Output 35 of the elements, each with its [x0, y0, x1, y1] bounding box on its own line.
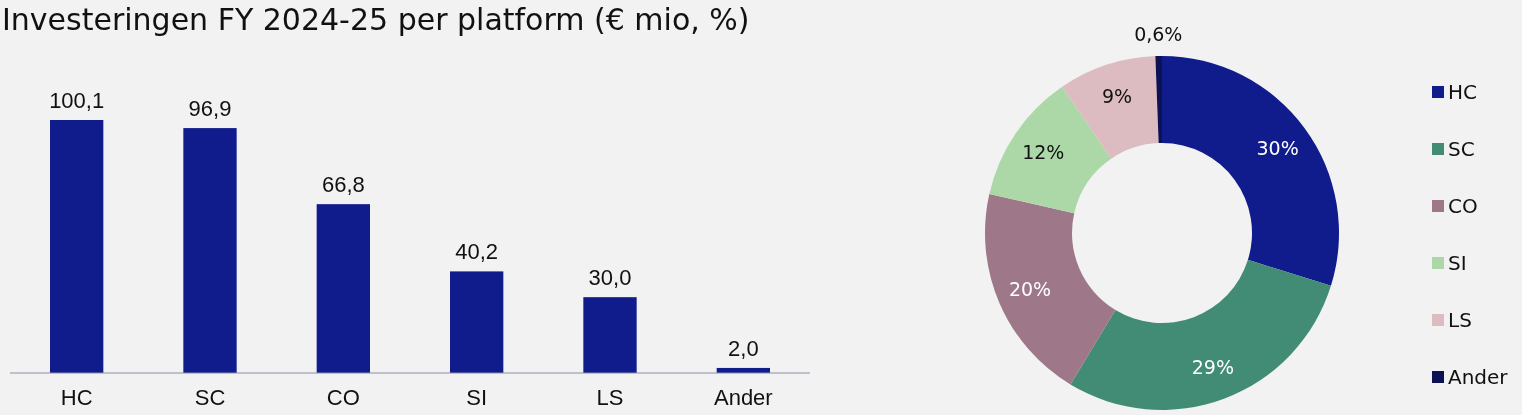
data-label: 30,0 [588, 265, 632, 291]
bar [583, 297, 637, 373]
data-label: 9% [1101, 85, 1133, 108]
donut-slice [1062, 56, 1159, 159]
data-label: 30% [1256, 136, 1299, 159]
donut-slice [1162, 56, 1339, 286]
data-label: 2,0 [728, 335, 759, 361]
legend-label: HC [1448, 80, 1478, 104]
bar [183, 128, 237, 373]
chart-title: Investeringen FY 2024-25 per platform (€ mio, %) [2, 2, 750, 37]
x-tick-label: CO [326, 385, 360, 410]
data-label: 29% [1191, 355, 1234, 378]
data-label: 0,6% [1134, 22, 1183, 45]
x-tick-label: LS [596, 385, 624, 410]
legend-label: SI [1448, 251, 1467, 275]
bar [450, 271, 504, 373]
legend-label: LS [1448, 308, 1472, 332]
x-tick-label: SI [466, 385, 488, 410]
legend-label: SC [1448, 137, 1475, 161]
donut-slice [1070, 259, 1331, 410]
data-label: 20% [1008, 277, 1052, 300]
bar [50, 120, 104, 373]
donut-slice [985, 194, 1116, 385]
data-label: 40,2 [455, 239, 499, 265]
bar [316, 204, 370, 373]
donut-slice [1155, 56, 1162, 144]
data-label: 66,8 [321, 172, 365, 198]
data-label: 12% [1022, 141, 1065, 164]
x-tick-label: SC [194, 385, 226, 410]
x-tick-label: HC [60, 385, 93, 410]
legend-label: Ander [1448, 365, 1509, 389]
x-tick-label: Ander [713, 385, 773, 410]
data-label: 100,1 [49, 88, 105, 113]
data-label: 96,9 [188, 96, 232, 122]
legend-label: CO [1448, 194, 1478, 218]
